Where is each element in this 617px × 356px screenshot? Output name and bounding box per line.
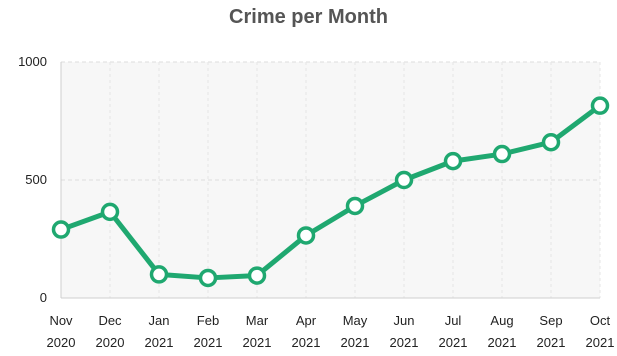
axis-layer	[60, 62, 600, 299]
series-layer	[51, 96, 610, 288]
x-tick-label-year: 2021	[292, 335, 321, 350]
data-point	[247, 266, 267, 285]
y-tick-label: 500	[25, 172, 47, 187]
label-layer: 0 500 1000 Nov 2020 Dec 2020 Jan 2021 Feb 2021 Mar 2…	[18, 54, 614, 350]
x-tick-label-month: Mar	[246, 313, 269, 328]
x-tick-label-year: 2021	[439, 335, 468, 350]
x-tick-label-month: Sep	[539, 313, 562, 328]
x-tick-label-month: Aug	[490, 313, 513, 328]
data-point	[296, 226, 316, 245]
x-tick-label-year: 2021	[488, 335, 517, 350]
x-tick-label-month: Apr	[296, 313, 317, 328]
data-point	[394, 170, 414, 190]
x-tick-label-month: Nov	[49, 313, 73, 328]
x-tick-label-month: Jun	[394, 313, 415, 328]
grid-layer	[60, 61, 601, 299]
x-tick-label-month: Oct	[590, 313, 611, 328]
x-tick-label-month: May	[343, 313, 368, 328]
data-point	[100, 202, 120, 222]
x-tick-label-year: 2021	[243, 335, 272, 350]
x-tick-label-year: 2021	[537, 335, 566, 350]
x-tick-label-month: Jul	[445, 313, 462, 328]
data-point	[198, 268, 218, 288]
x-tick-label-month: Feb	[197, 313, 219, 328]
x-tick-label-year: 2020	[47, 335, 76, 350]
data-point	[492, 144, 512, 164]
data-point	[443, 151, 463, 171]
x-tick-label-year: 2021	[586, 335, 615, 350]
x-tick-label-month: Dec	[98, 313, 122, 328]
data-point	[149, 265, 169, 284]
y-tick-label: 1000	[18, 54, 47, 69]
x-tick-label-year: 2021	[341, 335, 370, 350]
x-tick-label-year: 2021	[194, 335, 223, 350]
x-tick-label-year: 2021	[145, 335, 174, 350]
data-point	[590, 96, 610, 115]
x-tick-label-year: 2021	[390, 335, 419, 350]
chart-title: Crime per Month	[229, 6, 388, 28]
data-point	[51, 220, 71, 239]
data-point	[345, 196, 365, 216]
data-point	[541, 132, 561, 152]
x-tick-label-month: Jan	[149, 313, 170, 328]
x-tick-label-year: 2020	[96, 335, 125, 350]
y-tick-label: 0	[40, 290, 47, 305]
